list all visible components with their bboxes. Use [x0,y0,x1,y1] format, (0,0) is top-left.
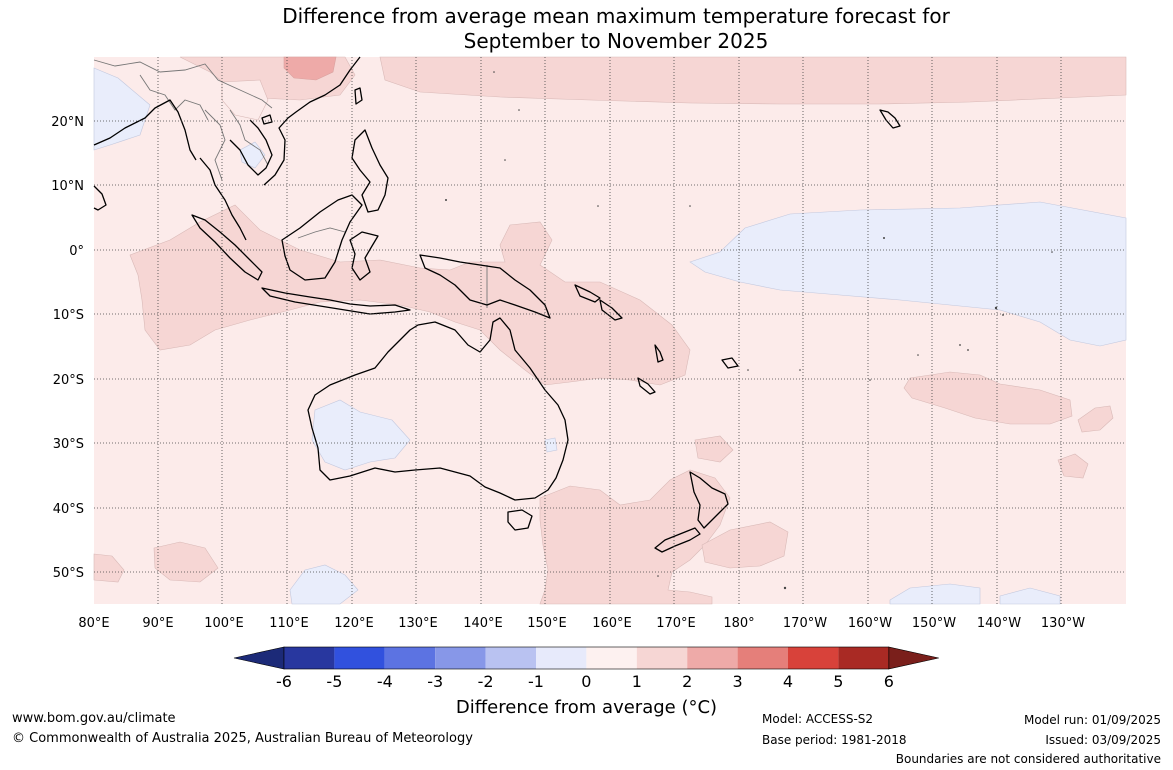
warm-region-far-east [1077,405,1114,433]
latitude-labels: 20°N 10°N 0° 10°S 20°S 30°S 40°S 50°S [51,115,84,581]
lat-label: 20°S [53,373,84,388]
coast-australia [307,317,569,501]
colorbar-swatch [636,647,688,669]
lon-label: 150°E [527,616,567,631]
lat-label: 50°S [53,566,84,581]
coast-new-zealand-north [689,471,729,529]
colorbar: -6 -5 -4 -3 -2 -1 0 1 2 3 4 5 6 [233,646,939,691]
coast-sumatra [191,214,263,281]
warm-region-west-edge [93,553,125,583]
colorbar-tick-label: -2 [478,672,494,691]
coastlines [93,56,901,553]
lon-label: 170°E [656,616,696,631]
lat-label: 20°N [51,115,84,130]
colorbar-swatch [737,647,788,669]
colorbar-tick-label: 2 [682,672,692,691]
lon-label: 170°W [783,616,827,631]
colorbar-extend-high [888,646,939,670]
colorbar-tick-label: -3 [427,672,443,691]
warm-region-southeast [1057,453,1089,479]
colorbar-swatch [284,647,335,669]
colorbar-swatch [687,647,738,669]
title-line-1: Difference from average mean maximum tem… [282,4,950,28]
colorbar-tick-label: 5 [833,672,843,691]
lat-label: 10°N [51,179,84,194]
lon-label: 150°W [912,616,956,631]
lon-label: 130°E [398,616,438,631]
gridlines [94,57,1126,604]
lon-label: 140°E [463,616,503,631]
colorbar-tick-label: 3 [733,672,743,691]
colorbar-frame [283,646,890,670]
lon-label: 80°E [78,616,109,631]
colorbar-tick-label: -5 [326,672,342,691]
cool-region-equatorial-pacific [689,201,1127,347]
colorbar-tick-label: -6 [276,672,292,691]
map-title: Difference from average mean maximum tem… [0,4,1173,54]
colorbar-swatch [586,647,637,669]
title-line-2: September to November 2025 [463,29,769,53]
coast-new-guinea [419,254,551,319]
small-islands [445,71,1053,590]
colorbar-tick-label: -1 [528,672,544,691]
footer-issued: Issued: 03/09/2025 [1045,733,1161,747]
cool-region-south-east-2 [999,587,1061,605]
cool-region-north-australia [544,437,558,453]
cool-region-northwest [93,67,151,151]
lon-label: 160°W [848,616,892,631]
footer-model-run: Model run: 01/09/2025 [1023,713,1161,727]
footer-url: www.bom.gov.au/climate [12,711,176,726]
warm-region-east-nz [701,521,789,569]
lon-label: 120°E [334,616,374,631]
coast-new-zealand-south [654,527,701,553]
coast-asia [93,56,361,241]
cool-region-west-australia [311,399,411,471]
anomaly-regions [93,56,1127,605]
warm-region-china-strong [283,56,337,81]
colorbar-tick-label: 1 [632,672,642,691]
cool-region-southwest [289,564,359,605]
cool-region-south-east [889,583,981,605]
lon-label: 130°W [1041,616,1085,631]
coast-tasmania [507,509,533,531]
footer-base-period: Base period: 1981-2018 [762,733,907,747]
lon-label: 160°E [592,616,632,631]
warm-region-tasman-small [694,435,734,463]
lon-label: 180° [723,616,754,631]
colorbar-extend-low [233,646,285,670]
colorbar-swatch [838,647,889,669]
lat-label: 0° [69,244,84,259]
lon-label: 110°E [269,616,309,631]
colorbar-tick-label: 6 [884,672,894,691]
warm-region-maritime [129,204,691,386]
colorbar-swatch [485,647,536,669]
warm-region-north-pacific [379,56,1127,105]
lon-label: 100°E [204,616,244,631]
colorbar-tick-label: -4 [377,672,393,691]
colorbar-tick-label: 4 [783,672,793,691]
longitude-labels: 80°E 90°E 100°E 110°E 120°E 130°E 140°E … [78,616,1085,631]
lat-label: 40°S [53,502,84,517]
lon-label: 90°E [142,616,173,631]
warm-region-tasman [539,469,731,605]
colorbar-swatch [384,647,436,669]
colorbar-swatch [435,647,486,669]
coast-java [261,287,411,315]
lat-label: 30°S [53,437,84,452]
colorbar-label: Difference from average (°C) [455,697,718,718]
colorbar-swatch [536,647,587,669]
coast-philippines [351,129,389,213]
footer-copyright: © Commonwealth of Australia 2025, Austra… [12,731,473,746]
colorbar-swatch [788,647,839,669]
lat-label: 10°S [53,308,84,323]
colorbar-swatch [334,647,385,669]
footer-model: Model: ACCESS-S2 [762,712,874,726]
coast-sulawesi [349,231,379,281]
lon-label: 140°W [977,616,1021,631]
coast-borneo [281,194,363,281]
colorbar-tick-label: 0 [581,672,591,691]
country-borders [93,59,488,308]
footer-disclaimer: Boundaries are not considered authoritat… [895,752,1161,766]
